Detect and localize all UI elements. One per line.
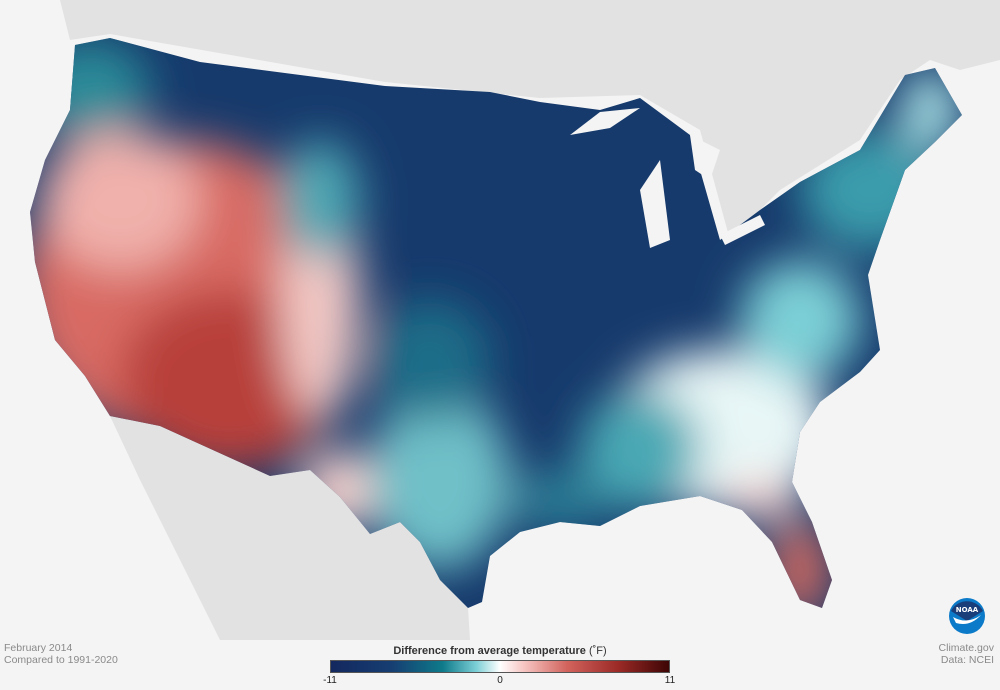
svg-text:NOAA: NOAA bbox=[956, 606, 979, 614]
map-caption: February 2014 Compared to 1991-2020 bbox=[4, 642, 118, 666]
legend-max: 11 bbox=[664, 675, 676, 686]
legend-min: -11 bbox=[323, 675, 337, 686]
canada-land bbox=[60, 0, 1000, 240]
data-credit: Data: NCEI bbox=[940, 654, 994, 666]
noaa-logo: NOAA bbox=[949, 598, 985, 634]
temperature-anomaly-map bbox=[30, 0, 1000, 640]
mexico-land bbox=[110, 416, 470, 640]
credits: Climate.gov Data: NCEI bbox=[939, 642, 994, 666]
legend-color-bar bbox=[330, 660, 670, 673]
date-label: February 2014 bbox=[4, 642, 73, 654]
legend-mid: 0 bbox=[497, 675, 503, 686]
site-credit: Climate.gov bbox=[938, 642, 994, 654]
baseline-label: Compared to 1991-2020 bbox=[4, 654, 118, 666]
legend-title-text: Difference from average temperature bbox=[393, 645, 586, 657]
great-lakes bbox=[570, 108, 765, 248]
legend-unit: (˚F) bbox=[588, 645, 607, 657]
legend-title: Difference from average temperature (˚F) bbox=[330, 645, 670, 657]
